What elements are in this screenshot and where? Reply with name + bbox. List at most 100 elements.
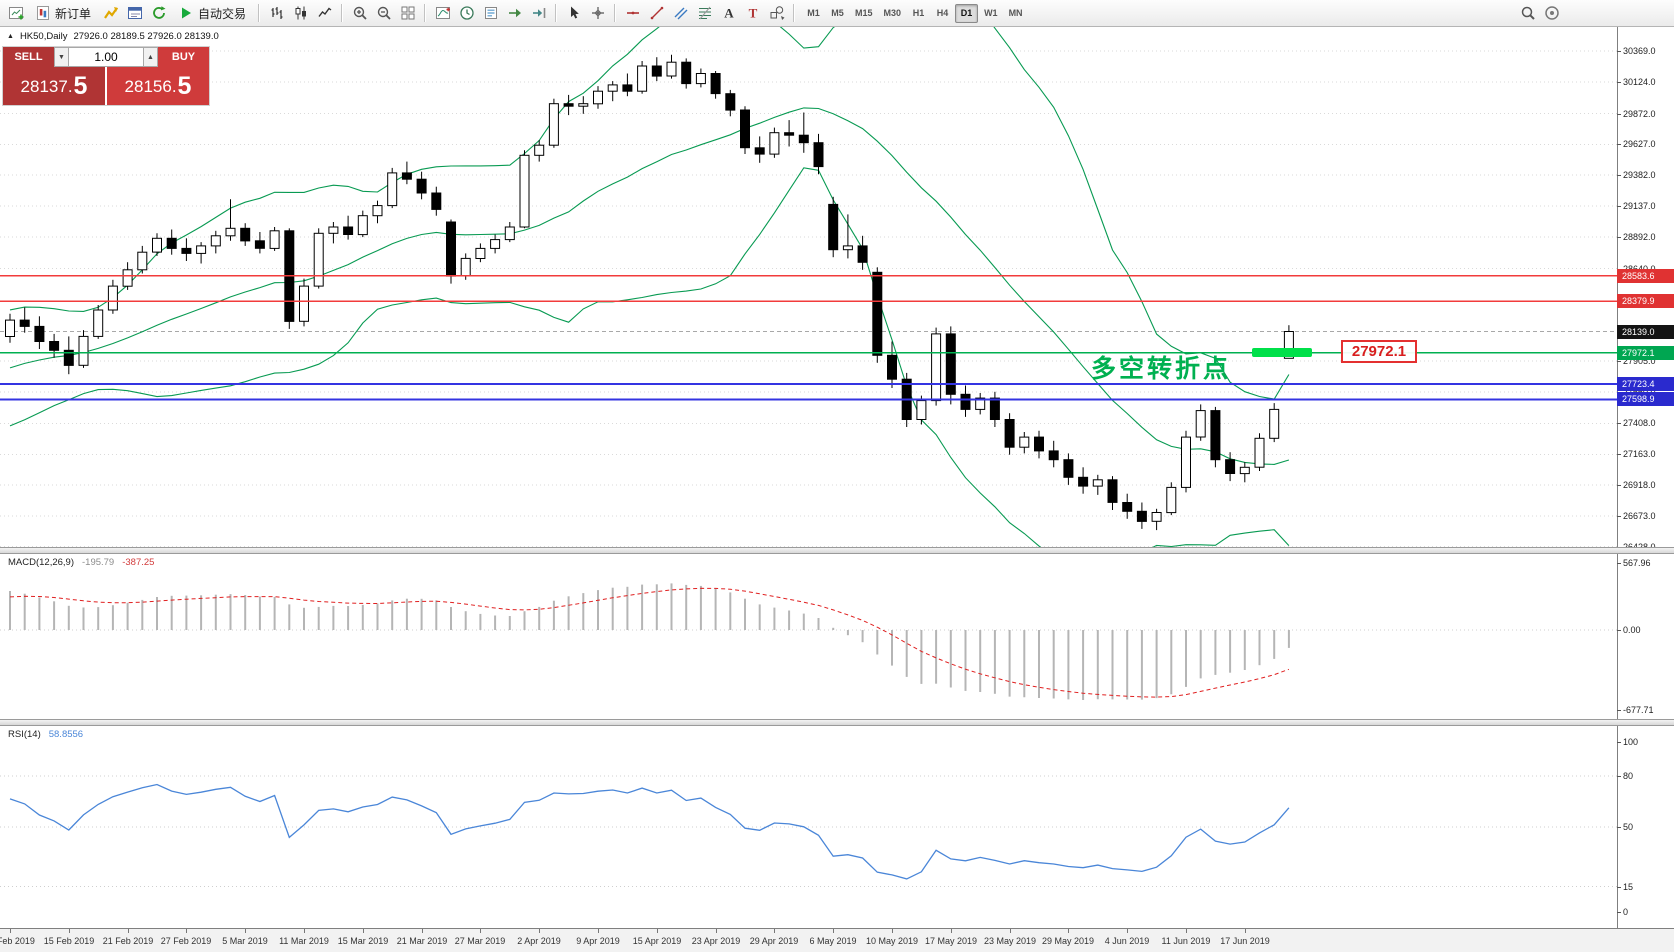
timeframe-m30-button[interactable]: M30	[883, 8, 902, 18]
axis-tick	[1617, 516, 1621, 517]
timeframe-m5-button[interactable]: M5	[831, 8, 844, 18]
date-axis-label: 2 Apr 2019	[517, 936, 561, 946]
price-callout-label[interactable]: 27972.1	[1341, 340, 1417, 363]
data-window-icon[interactable]	[123, 2, 146, 24]
label-icon[interactable]: T	[741, 2, 764, 24]
navigator-icon[interactable]	[147, 2, 170, 24]
rsi-name: RSI(14)	[8, 729, 41, 740]
date-tick	[1127, 929, 1128, 933]
channel-icon[interactable]	[669, 2, 692, 24]
zoom-in-icon[interactable]	[348, 2, 371, 24]
buy-price-pip: 5	[177, 71, 192, 100]
price-axis-label: 26918.0	[1623, 480, 1656, 490]
volume-input[interactable]: 1.00	[69, 47, 143, 67]
price-tag: 27598.9	[1617, 392, 1674, 406]
timeframe-m15-button[interactable]: M15	[855, 8, 873, 18]
new-order-button[interactable]: 新订单	[28, 2, 98, 24]
date-axis-label: 23 May 2019	[983, 936, 1037, 946]
axis-tick	[1617, 144, 1621, 145]
bar-chart-icon[interactable]	[265, 2, 288, 24]
volume-increase-button[interactable]: ▲	[143, 47, 158, 67]
turning-point-annotation[interactable]: 多空转折点	[1091, 355, 1232, 383]
level-lines-layer	[0, 274, 1617, 401]
text-icon[interactable]: A	[717, 2, 740, 24]
trendline-icon[interactable]	[645, 2, 668, 24]
macd-axis: 567.96 0.00 -677.71	[1617, 554, 1674, 719]
cursor-icon[interactable]	[562, 2, 585, 24]
toolbar-separator	[341, 4, 344, 22]
timeframe-toolbar: M1 M5 M15 M30 H1 H4 D1 W1 MN	[802, 3, 1028, 23]
date-tick	[245, 929, 246, 933]
grid-layer	[0, 50, 1617, 547]
trade-panel-divider	[105, 67, 107, 105]
chart-shift-icon[interactable]	[527, 2, 550, 24]
symbol-ohlc-values: 27926.0 28189.5 27926.0 28139.0	[73, 31, 219, 42]
timeframe-h4-button[interactable]: H4	[936, 8, 949, 18]
new-chart-icon[interactable]	[4, 2, 27, 24]
price-axis-label: 26673.0	[1623, 511, 1656, 521]
rsi-axis-label: 15	[1623, 882, 1634, 892]
tile-windows-icon[interactable]	[396, 2, 419, 24]
svg-text:T: T	[748, 6, 757, 21]
timeframe-w1-button[interactable]: W1	[984, 8, 998, 18]
sell-button[interactable]: SELL	[3, 47, 54, 67]
date-tick	[539, 929, 540, 933]
main-price-axis[interactable]: 30369.0 30124.0 29872.0 29627.0 29382.0 29137…	[1617, 27, 1674, 552]
date-axis-label: 21 Feb 2019	[102, 936, 154, 946]
shapes-icon[interactable]	[765, 2, 788, 24]
date-tick	[598, 929, 599, 933]
toolbar-separator	[793, 4, 796, 22]
buy-price-main: 28156.	[124, 76, 177, 96]
sell-price-button[interactable]: 28137. 5	[3, 67, 105, 105]
bollinger-bands-layer	[9, 27, 1290, 547]
fibonacci-icon[interactable]	[693, 2, 716, 24]
timeframe-m1-button[interactable]: M1	[807, 8, 820, 18]
market-watch-icon[interactable]	[99, 2, 122, 24]
macd-name: MACD(12,26,9)	[8, 557, 74, 568]
axis-tick	[1617, 485, 1621, 486]
volume-decrease-button[interactable]: ▼	[54, 47, 69, 67]
panel-splitter[interactable]	[0, 547, 1674, 554]
price-axis[interactable]	[1617, 27, 1674, 928]
date-tick	[1068, 929, 1069, 933]
panel-splitter[interactable]	[0, 719, 1674, 726]
timeframe-d1-button[interactable]: D1	[955, 3, 979, 23]
rsi-chart[interactable]	[0, 726, 1617, 928]
indicators-icon[interactable]	[431, 2, 454, 24]
price-axis-label: 27408.0	[1623, 418, 1656, 428]
line-chart-icon[interactable]	[313, 2, 336, 24]
auto-scroll-icon[interactable]	[503, 2, 526, 24]
buy-price-button[interactable]: 28156. 5	[107, 67, 209, 105]
search-icon[interactable]	[1516, 2, 1539, 24]
community-icon[interactable]	[1540, 2, 1563, 24]
date-tick	[186, 929, 187, 933]
macd-indicator-panel[interactable]	[0, 554, 1617, 719]
time-axis[interactable]: 11 Feb 2019 15 Feb 2019 21 Feb 2019 27 Feb …	[0, 928, 1674, 952]
buy-button[interactable]: BUY	[158, 47, 209, 67]
axis-tick	[1617, 361, 1621, 362]
macd-chart[interactable]	[0, 554, 1617, 719]
rsi-value: 58.8556	[48, 729, 84, 740]
rsi-label: RSI(14) 58.8556	[8, 729, 83, 740]
candlestick-chart[interactable]	[0, 27, 1617, 547]
timeframe-h1-button[interactable]: H1	[912, 8, 925, 18]
date-axis-label: 27 Mar 2019	[454, 936, 506, 946]
date-tick	[1186, 929, 1187, 933]
crosshair-icon[interactable]	[586, 2, 609, 24]
price-chart-panel[interactable]	[0, 27, 1617, 547]
auto-trading-label: 自动交易	[198, 6, 247, 21]
one-click-trading-panel: SELL ▼ 1.00 ▲ BUY 28137. 5 28156. 5	[3, 47, 209, 105]
zoom-out-icon[interactable]	[372, 2, 395, 24]
horizontal-line-icon[interactable]	[621, 2, 644, 24]
main-toolbar: 新订单 自动交易 A T M1 M5 M15 M30 H1 H4 D1 W1 MN	[0, 0, 1674, 27]
templates-icon[interactable]	[479, 2, 502, 24]
periods-icon[interactable]	[455, 2, 478, 24]
axis-tick	[1617, 710, 1621, 711]
rsi-indicator-panel[interactable]	[0, 726, 1617, 928]
date-tick	[10, 929, 11, 933]
symbol-collapse-icon[interactable]: ▲	[7, 33, 14, 40]
timeframe-mn-button[interactable]: MN	[1008, 8, 1023, 18]
date-axis-label: 15 Apr 2019	[632, 936, 682, 946]
auto-trading-button[interactable]: 自动交易	[171, 2, 253, 24]
candle-chart-icon[interactable]	[289, 2, 312, 24]
